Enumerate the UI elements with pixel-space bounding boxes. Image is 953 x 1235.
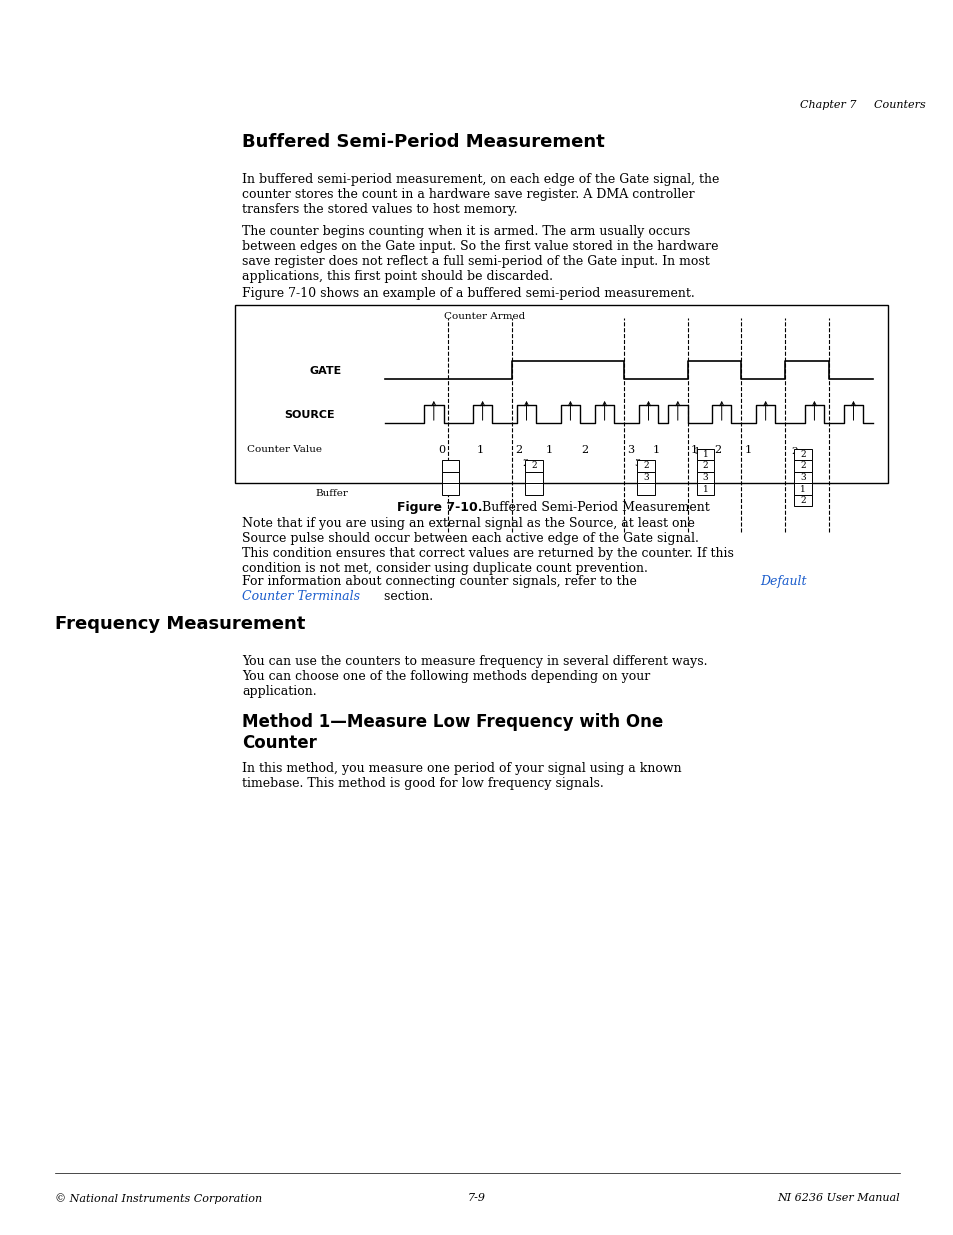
Bar	[696, 472, 714, 483]
Text: 3: 3	[702, 473, 708, 482]
Text: Default: Default	[760, 576, 805, 588]
Text: NI 6236 User Manual: NI 6236 User Manual	[777, 1193, 899, 1203]
Text: 1: 1	[545, 445, 552, 454]
Text: 2: 2	[800, 462, 805, 471]
Text: 3: 3	[642, 473, 648, 482]
Text: GATE: GATE	[309, 366, 341, 375]
Text: In buffered semi-period measurement, on each edge of the Gate signal, the
counte: In buffered semi-period measurement, on …	[242, 173, 719, 216]
Bar	[524, 483, 542, 495]
Bar	[794, 448, 811, 461]
Bar	[524, 472, 542, 483]
Text: 1: 1	[743, 445, 751, 454]
Text: 2: 2	[790, 447, 797, 457]
Text: Counter Value: Counter Value	[247, 445, 322, 454]
Text: © National Instruments Corporation: © National Instruments Corporation	[55, 1193, 262, 1204]
Text: Figure 7-10.: Figure 7-10.	[396, 501, 481, 514]
Text: Buffered Semi-Period Measurement: Buffered Semi-Period Measurement	[473, 501, 708, 514]
Bar	[524, 461, 542, 472]
Bar	[696, 483, 714, 495]
Text: SOURCE: SOURCE	[284, 410, 335, 420]
Bar	[234, 305, 887, 483]
Bar	[637, 461, 654, 472]
Bar	[637, 472, 654, 483]
Text: Counter Armed: Counter Armed	[444, 312, 525, 321]
Text: 2: 2	[800, 496, 805, 505]
Bar	[794, 483, 811, 495]
Text: 3: 3	[626, 445, 634, 454]
Text: You can use the counters to measure frequency in several different ways.
You can: You can use the counters to measure freq…	[242, 655, 707, 698]
Bar	[794, 495, 811, 506]
Bar	[441, 472, 458, 483]
Text: The counter begins counting when it is armed. The arm usually occurs
between edg: The counter begins counting when it is a…	[242, 225, 718, 283]
Text: Figure 7-10 shows an example of a buffered semi-period measurement.: Figure 7-10 shows an example of a buffer…	[242, 287, 694, 300]
Text: 7-9: 7-9	[468, 1193, 485, 1203]
Text: 1: 1	[652, 445, 659, 454]
Text: 0: 0	[438, 445, 445, 454]
Bar	[794, 461, 811, 472]
Bar	[441, 461, 458, 472]
Text: 2: 2	[521, 459, 528, 468]
Text: Counter Terminals: Counter Terminals	[242, 589, 359, 603]
Bar	[637, 483, 654, 495]
Text: Buffered Semi-Period Measurement: Buffered Semi-Period Measurement	[242, 133, 604, 151]
Text: 1: 1	[476, 445, 483, 454]
Text: Buffer: Buffer	[314, 489, 348, 498]
Text: 1: 1	[690, 445, 697, 454]
Text: 1: 1	[702, 484, 708, 494]
Text: 1: 1	[693, 447, 700, 457]
Text: 1: 1	[702, 450, 708, 459]
Text: Chapter 7     Counters: Chapter 7 Counters	[800, 100, 924, 110]
Bar	[696, 461, 714, 472]
Bar	[441, 483, 458, 495]
Text: 3: 3	[634, 459, 640, 468]
Text: In this method, you measure one period of your signal using a known
timebase. Th: In this method, you measure one period o…	[242, 762, 680, 790]
Text: Note that if you are using an external signal as the Source, at least one
Source: Note that if you are using an external s…	[242, 517, 733, 576]
Text: 2: 2	[800, 450, 805, 459]
Text: For information about connecting counter signals, refer to the: For information about connecting counter…	[242, 576, 640, 588]
Text: Method 1—Measure Low Frequency with One
Counter: Method 1—Measure Low Frequency with One …	[242, 713, 662, 752]
Text: 2: 2	[642, 462, 648, 471]
Bar	[794, 472, 811, 483]
Text: 1: 1	[800, 484, 805, 494]
Bar	[696, 448, 714, 461]
Text: 2: 2	[702, 462, 708, 471]
Text: 3: 3	[800, 473, 805, 482]
Text: 2: 2	[531, 462, 537, 471]
Text: 2: 2	[581, 445, 588, 454]
Text: 2: 2	[515, 445, 521, 454]
Text: 2: 2	[714, 445, 720, 454]
Text: Frequency Measurement: Frequency Measurement	[55, 615, 305, 634]
Text: section.: section.	[379, 589, 433, 603]
